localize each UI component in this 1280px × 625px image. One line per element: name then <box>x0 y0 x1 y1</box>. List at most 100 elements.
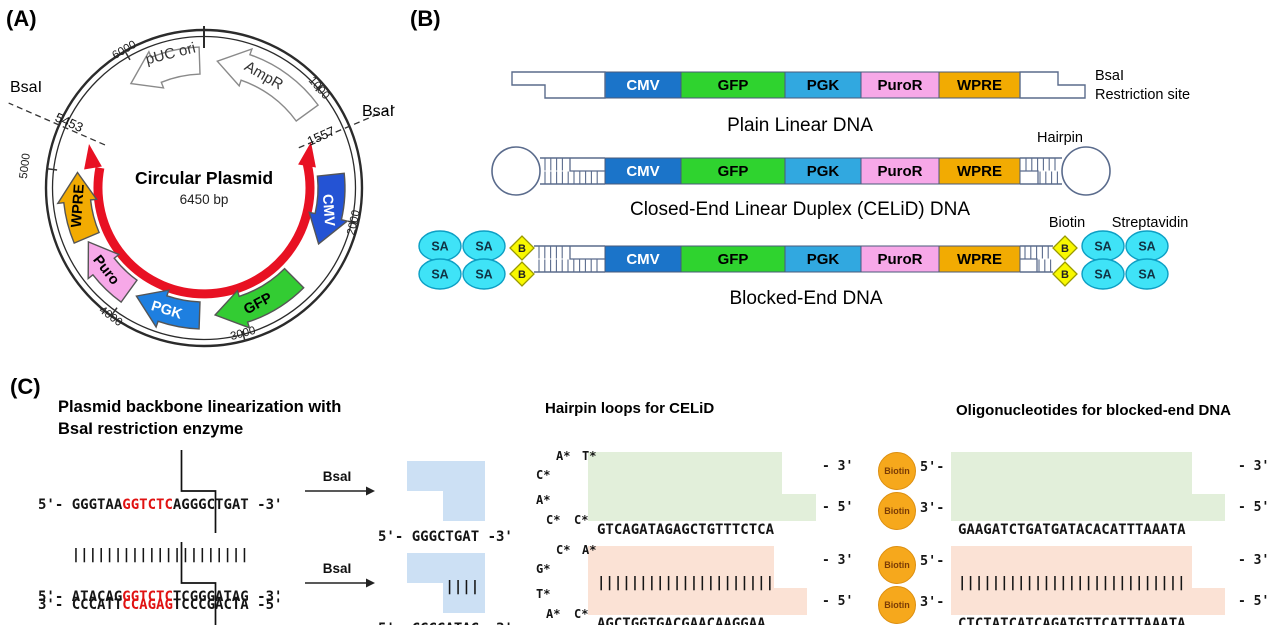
hairpin-loop <box>491 146 541 196</box>
cassette-label: WPRE <box>957 77 1002 94</box>
arc-arrowhead-left <box>84 144 102 170</box>
streptavidin-icon-label: SA <box>475 268 492 282</box>
hairpin-label: Hairpin <box>1037 130 1083 146</box>
hairpin2-top: AGCTGGTGACGAACAAGGAA <box>597 616 766 625</box>
duplex-step <box>569 246 605 260</box>
highlight-step <box>443 583 486 613</box>
streptavidin-icon-label: SA <box>1094 268 1111 282</box>
biotin-icon-label: B <box>518 243 526 255</box>
digest-duplex-1: 5'- GGGTAAGGTCTCAGGGCTGAT -3' ||||||||||… <box>38 464 282 625</box>
modified-base: C* <box>546 513 561 527</box>
cassette-label: WPRE <box>957 163 1002 180</box>
construct-title: Closed-End Linear Duplex (CELiD) DNA <box>630 199 970 220</box>
highlight-step <box>443 491 486 521</box>
digest1-top-strand: 5'- GGGTAAGGTCTCAGGGCTGAT -3' <box>38 497 283 513</box>
enzyme-site-label: BsaI <box>362 103 394 120</box>
strand-end-label: 3'- <box>920 594 945 610</box>
biotin-icon-label: B <box>1061 269 1069 281</box>
cassette-label: GFP <box>718 251 749 268</box>
sticky-end-right <box>1019 71 1086 99</box>
hairpin1-top: GTCAGATAGAGCTGTTTCTCA <box>597 522 775 538</box>
bp-tick <box>109 307 118 318</box>
panel-c-tag: (C) <box>10 374 41 399</box>
digest1-basepairs: ||||||||||||||||||||| <box>38 547 249 563</box>
cassette-label: GFP <box>718 163 749 180</box>
gene-arrow-wpre <box>56 171 101 245</box>
product1-top: 5'- GGGCTGAT -3' <box>378 529 513 545</box>
recognition-site: GGTCTC <box>122 589 173 605</box>
cassette-gfp <box>680 157 786 185</box>
bp-tick-label: 5000 <box>18 153 33 180</box>
plasmid-title: Circular Plasmid <box>135 168 273 188</box>
streptavidin-label: Streptavidin <box>1112 215 1189 231</box>
bsai-site-label: Restriction site <box>1095 87 1190 103</box>
strand-end-label: - 3' <box>822 553 854 568</box>
streptavidin-icon-label: SA <box>1138 268 1155 282</box>
modified-base: T* <box>536 587 551 601</box>
strand-end-label: - 3' <box>822 459 854 474</box>
cassette-label: PuroR <box>878 77 923 94</box>
strand-end-label: - 3' <box>1238 553 1270 568</box>
duplex-step <box>569 158 605 172</box>
oligo-duplex-1: GAAGATCTGATGATACACATTTAAATA ||||||||||||… <box>951 452 1226 625</box>
biotin-badge: Biotin <box>878 452 916 490</box>
modified-base: A* <box>582 543 597 557</box>
streptavidin-icon <box>1081 258 1125 290</box>
panel-a-tag: (A) <box>6 6 37 31</box>
modified-base: C* <box>574 607 589 621</box>
cassette-pgk <box>784 157 862 185</box>
product2-top: 5'- CGGGATAG -3' <box>378 620 513 625</box>
cut-dash-left <box>8 102 106 146</box>
gene-arrow-pgk <box>135 289 201 330</box>
linearized-region-arc <box>93 163 315 299</box>
cassette-label: CMV <box>626 163 659 180</box>
recognition-site: CCAGAG <box>122 597 173 613</box>
cassette-puror <box>860 71 940 99</box>
gene-arrow-cmv <box>308 172 349 246</box>
digest-product-2: 5'- CGGGATAG -3' |||| 3'- TATC -5' <box>378 553 513 625</box>
biotin-icon <box>509 235 535 261</box>
biotin-icon <box>1052 261 1078 287</box>
gene-arrow-puc-ori <box>129 46 201 89</box>
oligo-duplex-2: CTCTATCATCAGATGTTCATTTAAATA ||||||||||||… <box>951 546 1226 625</box>
modified-base: C* <box>536 468 551 482</box>
highlight-step <box>588 588 808 615</box>
bsai-site-label: BsaI <box>1095 68 1124 84</box>
cassette-label: GFP <box>718 77 749 94</box>
streptavidin-icon-label: SA <box>431 240 448 254</box>
cassette-label: CMV <box>626 77 659 94</box>
cassette-label: PGK <box>807 163 840 180</box>
enzyme-label-2: BsaI <box>323 561 352 576</box>
bp-tick <box>315 83 325 92</box>
left-title-line1: Plasmid backbone linearization with <box>58 398 342 416</box>
panel-c-left-title: Plasmid backbone linearization with BsaI… <box>58 396 341 440</box>
left-title-line2: BsaI restriction enzyme <box>58 420 244 438</box>
sticky-end-left <box>511 71 606 99</box>
biotin-badge: Biotin <box>878 492 916 530</box>
digest-duplex-2: 5'- ATACAGGGTCTCTCGGGATAG -3' ||||||||||… <box>38 556 282 625</box>
digest2-top-strand: 5'- ATACAGGGTCTCTCGGGATAG -3' <box>38 589 283 605</box>
strand-end-label: 5'- <box>920 553 945 569</box>
duplex-step <box>1020 170 1039 184</box>
cassette-puror <box>860 245 940 273</box>
cut-dash-right <box>298 106 395 149</box>
construct-title: Plain Linear DNA <box>727 115 873 136</box>
gene-arrow-gfp <box>213 267 305 329</box>
cassette-puror <box>860 157 940 185</box>
hairpin-loop <box>1061 146 1111 196</box>
gene-arrow-puro <box>87 240 138 304</box>
reaction-arrowhead-1 <box>366 486 375 496</box>
highlight-step <box>951 546 1192 588</box>
highlight-step <box>588 494 816 521</box>
cassette-label: PuroR <box>878 163 923 180</box>
streptavidin-icon <box>418 258 462 290</box>
plasmid-size: 6450 bp <box>180 192 229 207</box>
oligo2-top: CTCTATCATCAGATGTTCATTTAAATA <box>958 616 1186 625</box>
hairpin1-basepairs: ||||||||||||||||||||| <box>597 575 775 591</box>
biotin-badge: Biotin <box>878 546 916 584</box>
cut-site-line-2 <box>180 542 217 625</box>
bp-tick <box>241 330 246 342</box>
gene-label: CMV <box>319 193 337 227</box>
